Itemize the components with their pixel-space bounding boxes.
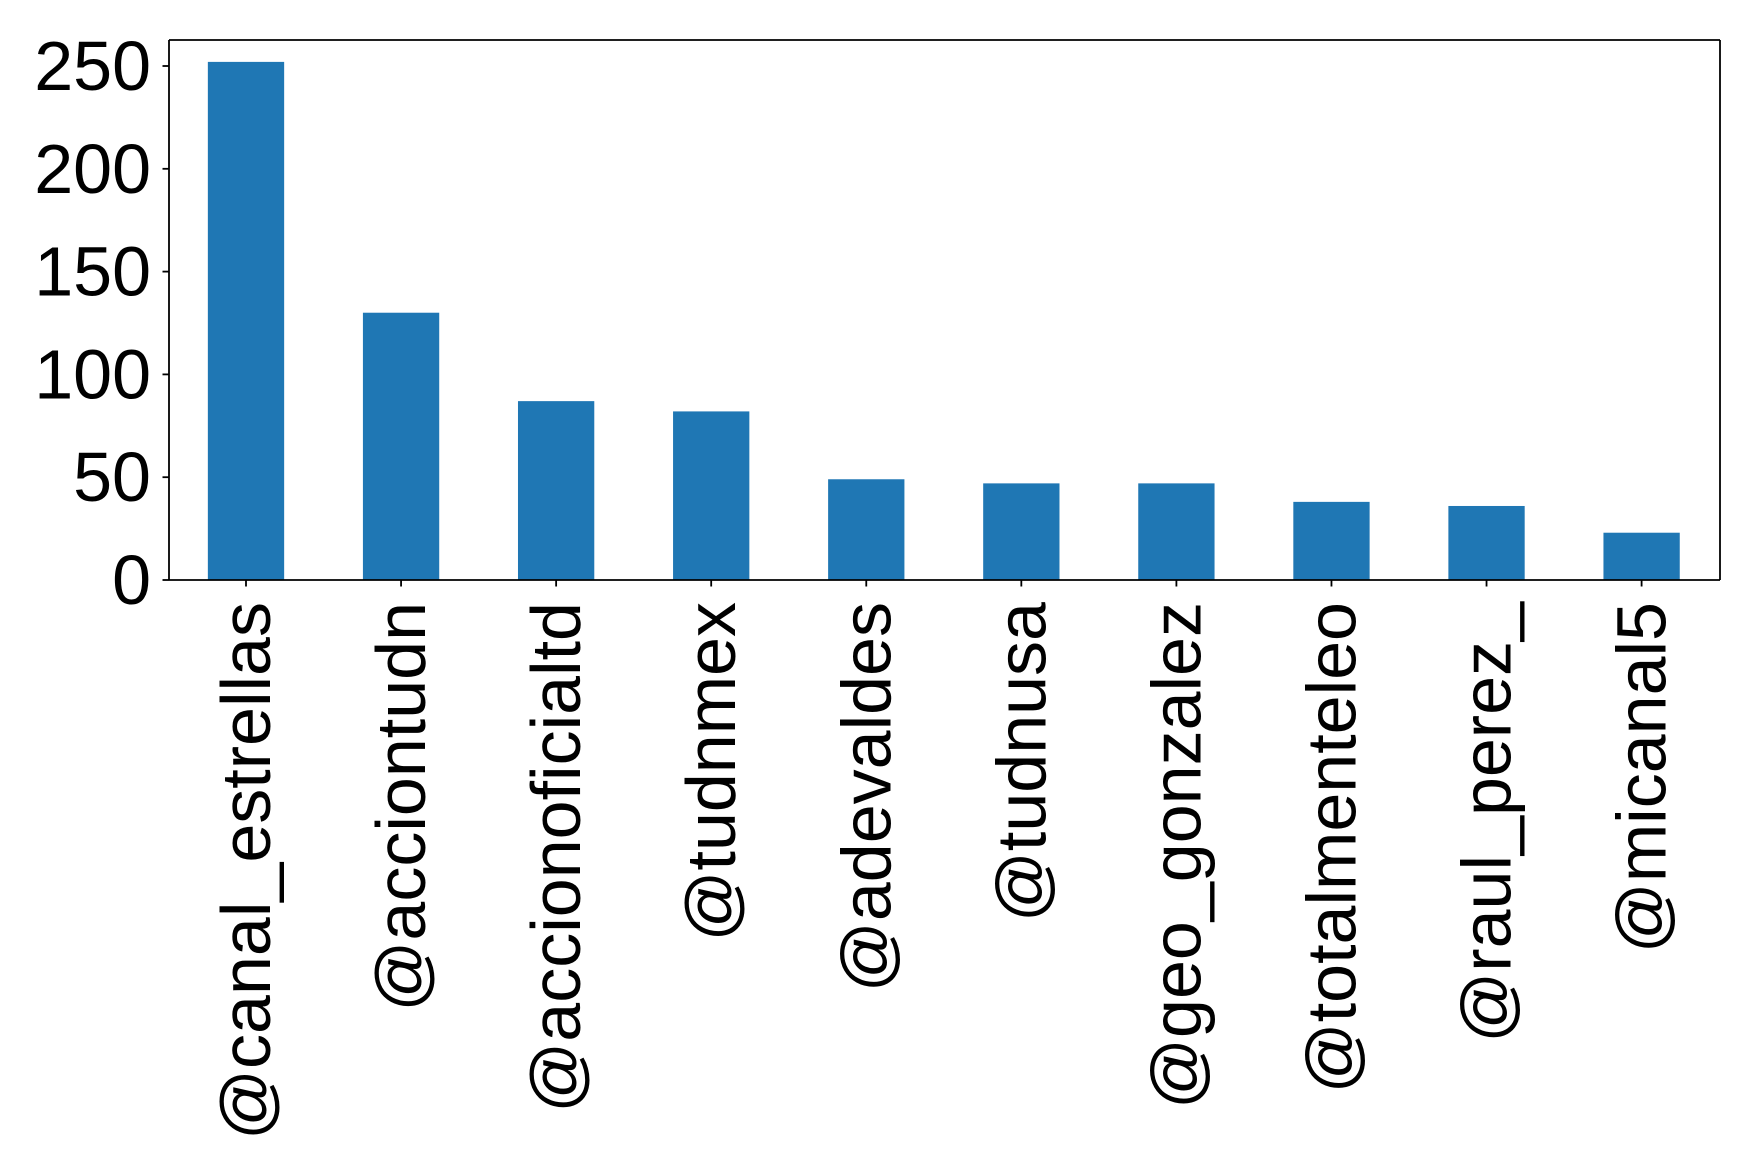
svg-text:@micanal5: @micanal5 xyxy=(1603,602,1681,953)
svg-text:@tudnmex: @tudnmex xyxy=(672,602,750,942)
svg-text:@raul_perez_: @raul_perez_ xyxy=(1448,601,1526,1043)
svg-text:@geo_gonzalez: @geo_gonzalez xyxy=(1137,602,1215,1109)
svg-text:@adevaldes: @adevaldes xyxy=(827,602,905,992)
svg-text:100: 100 xyxy=(34,335,151,413)
svg-text:200: 200 xyxy=(34,130,151,208)
svg-text:250: 250 xyxy=(34,27,151,105)
svg-text:@tudnusa: @tudnusa xyxy=(982,602,1060,922)
svg-text:50: 50 xyxy=(73,438,151,516)
svg-text:@totalmenteleo: @totalmenteleo xyxy=(1292,602,1370,1093)
svg-text:@accionoficialtd: @accionoficialtd xyxy=(517,602,595,1113)
svg-text:@acciontudn: @acciontudn xyxy=(362,602,440,1012)
svg-text:@canal_estrellas: @canal_estrellas xyxy=(207,602,285,1140)
svg-text:150: 150 xyxy=(34,233,151,311)
svg-text:0: 0 xyxy=(112,541,151,619)
